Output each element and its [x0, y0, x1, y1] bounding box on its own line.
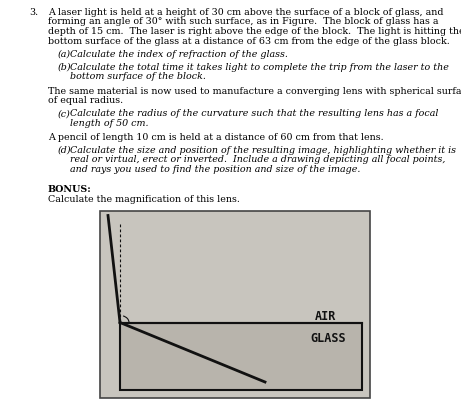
Text: AIR: AIR: [315, 310, 337, 324]
Bar: [120, 322, 362, 390]
Text: (a): (a): [58, 50, 71, 59]
Text: (d): (d): [58, 146, 71, 155]
Text: length of 50 cm.: length of 50 cm.: [70, 119, 148, 128]
Text: A pencil of length 10 cm is held at a distance of 60 cm from that lens.: A pencil of length 10 cm is held at a di…: [48, 132, 384, 142]
Text: A laser light is held at a height of 30 cm above the surface of a block of glass: A laser light is held at a height of 30 …: [48, 8, 443, 17]
Text: Calculate the index of refraction of the glass.: Calculate the index of refraction of the…: [70, 50, 288, 59]
Text: real or virtual, erect or inverted.  Include a drawing depicting all focal point: real or virtual, erect or inverted. Incl…: [70, 156, 445, 164]
Text: BONUS:: BONUS:: [48, 184, 92, 194]
Text: bottom surface of the block.: bottom surface of the block.: [70, 72, 206, 81]
Text: The same material is now used to manufacture a converging lens with spherical su: The same material is now used to manufac…: [48, 87, 461, 95]
Text: bottom surface of the glass at a distance of 63 cm from the edge of the glass bl: bottom surface of the glass at a distanc…: [48, 36, 450, 45]
Text: and rays you used to find the position and size of the image.: and rays you used to find the position a…: [70, 165, 361, 174]
Text: GLASS: GLASS: [310, 332, 346, 346]
Text: Calculate the size and position of the resulting image, highlighting whether it : Calculate the size and position of the r…: [70, 146, 456, 155]
Text: 3.: 3.: [29, 8, 38, 17]
Text: depth of 15 cm.  The laser is right above the edge of the block.  The light is h: depth of 15 cm. The laser is right above…: [48, 27, 461, 36]
Text: Calculate the magnification of this lens.: Calculate the magnification of this lens…: [48, 195, 240, 204]
Text: (c): (c): [58, 109, 71, 119]
Text: forming an angle of 30° with such surface, as in Figure.  The block of glass has: forming an angle of 30° with such surfac…: [48, 18, 438, 26]
Text: of equal radius.: of equal radius.: [48, 96, 123, 105]
Bar: [100, 211, 370, 398]
Text: (b): (b): [58, 63, 71, 71]
Text: Calculate the total time it takes light to complete the trip from the laser to t: Calculate the total time it takes light …: [70, 63, 449, 71]
Text: Calculate the radius of the curvature such that the resulting lens has a focal: Calculate the radius of the curvature su…: [70, 109, 438, 119]
